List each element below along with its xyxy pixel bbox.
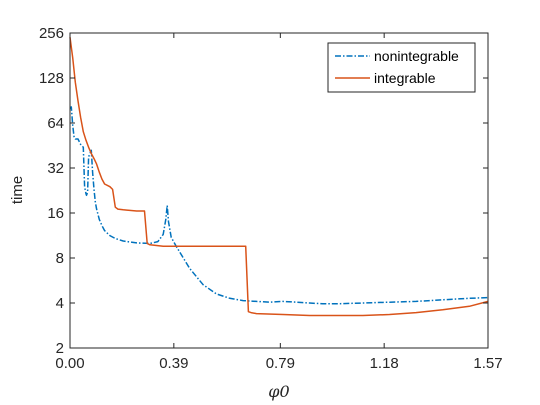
ticks-layer: 0.00 0.39 0.79 1.18 1.57 2 4 8 16 32 64 128 256 — [39, 25, 503, 372]
y-tick-label: 32 — [47, 160, 64, 177]
x-tick-label: 1.18 — [370, 355, 399, 372]
y-axis-label: time — [9, 176, 26, 204]
y-tick-label: 2 — [56, 340, 64, 357]
y-tick-label: 256 — [39, 25, 64, 42]
y-tick-label: 128 — [39, 70, 64, 87]
y-tick-label: 4 — [56, 295, 64, 312]
legend-box — [327, 42, 476, 93]
legend: nonintegrable integrable — [327, 42, 476, 93]
x-tick-label: 1.57 — [473, 355, 502, 372]
series-line-integrable — [69, 37, 489, 317]
y-tick-label: 64 — [47, 115, 64, 132]
plot-frame — [69, 32, 489, 349]
series-line-nonintegrable — [69, 106, 489, 305]
x-axis-label: φ0 — [268, 382, 289, 401]
series-layer — [69, 37, 489, 317]
x-tick-label: 0.79 — [266, 355, 295, 372]
x-tick-label: 0.00 — [55, 355, 84, 372]
legend-label-nonintegrable: nonintegrable — [374, 48, 459, 64]
y-tick-label: 16 — [47, 205, 64, 222]
legend-label-integrable: integrable — [374, 70, 436, 86]
x-tick-label: 0.39 — [159, 355, 188, 372]
y-tick-label: 8 — [56, 250, 64, 267]
